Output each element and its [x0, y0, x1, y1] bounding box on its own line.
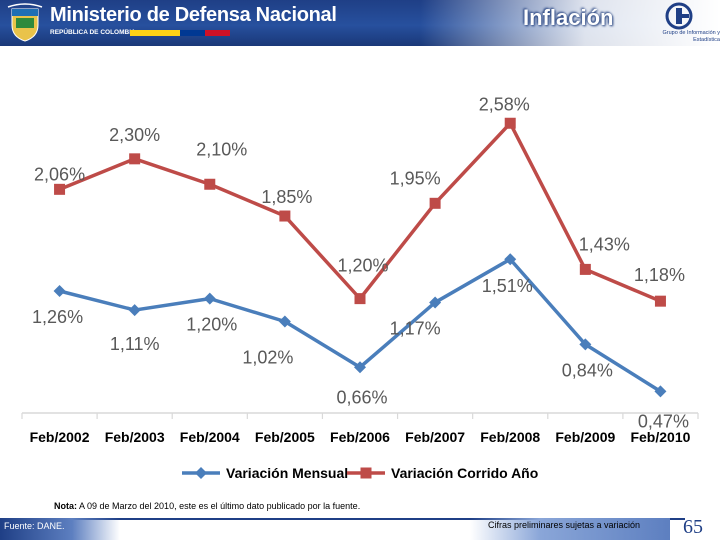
series-marker — [128, 304, 141, 317]
x-tick-label: Feb/2002 — [30, 429, 90, 445]
statistics-group-logo-icon — [665, 2, 693, 30]
x-tick-label: Feb/2006 — [330, 429, 390, 445]
data-label: 0,84% — [562, 360, 613, 380]
data-label: 1,51% — [482, 276, 533, 296]
series-marker — [354, 361, 366, 374]
x-tick-label: Feb/2003 — [105, 429, 165, 445]
x-tick-label: Feb/2008 — [480, 429, 540, 445]
series-marker — [204, 178, 216, 190]
data-label: 1,43% — [579, 234, 630, 254]
note-text: A 09 de Marzo del 2010, este es el últim… — [77, 501, 361, 511]
colombia-flag-stripe — [130, 30, 230, 36]
page-number: 65 — [683, 516, 703, 538]
series-marker — [429, 197, 441, 209]
legend-marker — [195, 467, 207, 479]
series-marker — [203, 292, 216, 305]
series-marker — [354, 293, 366, 305]
series-marker — [129, 153, 141, 165]
data-note: Nota: A 09 de Marzo del 2010, este es el… — [54, 501, 360, 511]
x-tick-label: Feb/2010 — [630, 429, 690, 445]
page-title: Inflación — [523, 5, 614, 30]
series-marker — [654, 385, 667, 398]
data-label: 1,20% — [186, 315, 237, 335]
footer-divider — [0, 518, 685, 520]
x-tick-label: Feb/2005 — [255, 429, 315, 445]
x-axis-tick-labels: Feb/2002 Feb/2003 Feb/2004 Feb/2005 Feb/2006… — [30, 429, 691, 445]
source-label: Fuente: DANE. — [4, 521, 65, 531]
footer-preliminary-bar — [470, 518, 670, 540]
data-label: 1,26% — [32, 307, 83, 327]
series-marker — [278, 315, 291, 328]
legend-label: Variación Mensual — [226, 465, 348, 481]
data-label: 2,58% — [479, 94, 530, 114]
note-prefix: Nota: — [54, 501, 77, 511]
x-tick-label: Feb/2007 — [405, 429, 465, 445]
x-tick-label: Feb/2004 — [180, 429, 240, 445]
data-label: 1,85% — [261, 187, 312, 207]
legend-marker — [360, 467, 372, 479]
data-label: 2,30% — [109, 125, 160, 145]
footer-source-bar — [0, 518, 120, 540]
statistics-group-name: Grupo de Información y Estadística — [662, 30, 720, 43]
data-label: 1,18% — [634, 265, 685, 285]
data-label: 2,06% — [34, 164, 85, 184]
data-label: 1,17% — [390, 318, 441, 338]
series-marker — [579, 338, 592, 351]
data-label: 1,02% — [242, 348, 293, 368]
legend: Variación Mensual Variación Corrido Año — [182, 465, 538, 481]
data-label: 0,66% — [336, 387, 387, 407]
series-marker — [54, 183, 66, 195]
preliminary-figures-label: Cifras preliminares sujetas a variación — [488, 520, 641, 530]
series-markers — [53, 117, 667, 398]
series-marker — [279, 210, 291, 222]
series-marker — [579, 263, 591, 275]
data-label: 1,95% — [390, 168, 441, 188]
data-label: 1,11% — [110, 334, 160, 354]
series-marker — [53, 285, 66, 297]
x-tick-label: Feb/2009 — [555, 429, 615, 445]
series-marker — [504, 117, 516, 129]
x-axis-ticks — [21, 413, 699, 419]
data-labels: 1,26%1,11%1,20%1,02%0,66%1,17%1,51%0,84%… — [32, 94, 689, 431]
series-marker — [504, 253, 517, 266]
series-marker — [654, 295, 666, 307]
data-label: 0,47% — [638, 411, 689, 431]
data-label: 1,20% — [337, 256, 388, 276]
ministry-subtitle: REPÚBLICA DE COLOMBIA — [50, 29, 136, 36]
series-marker — [429, 296, 442, 309]
legend-label: Variación Corrido Año — [391, 465, 538, 481]
coat-of-arms-icon — [7, 3, 43, 42]
ministry-title: Ministerio de Defensa Nacional — [50, 4, 337, 26]
data-label: 2,10% — [196, 139, 247, 159]
